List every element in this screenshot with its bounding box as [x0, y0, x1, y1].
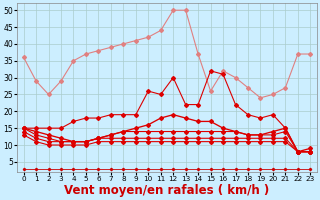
X-axis label: Vent moyen/en rafales ( km/h ): Vent moyen/en rafales ( km/h ): [64, 184, 269, 197]
